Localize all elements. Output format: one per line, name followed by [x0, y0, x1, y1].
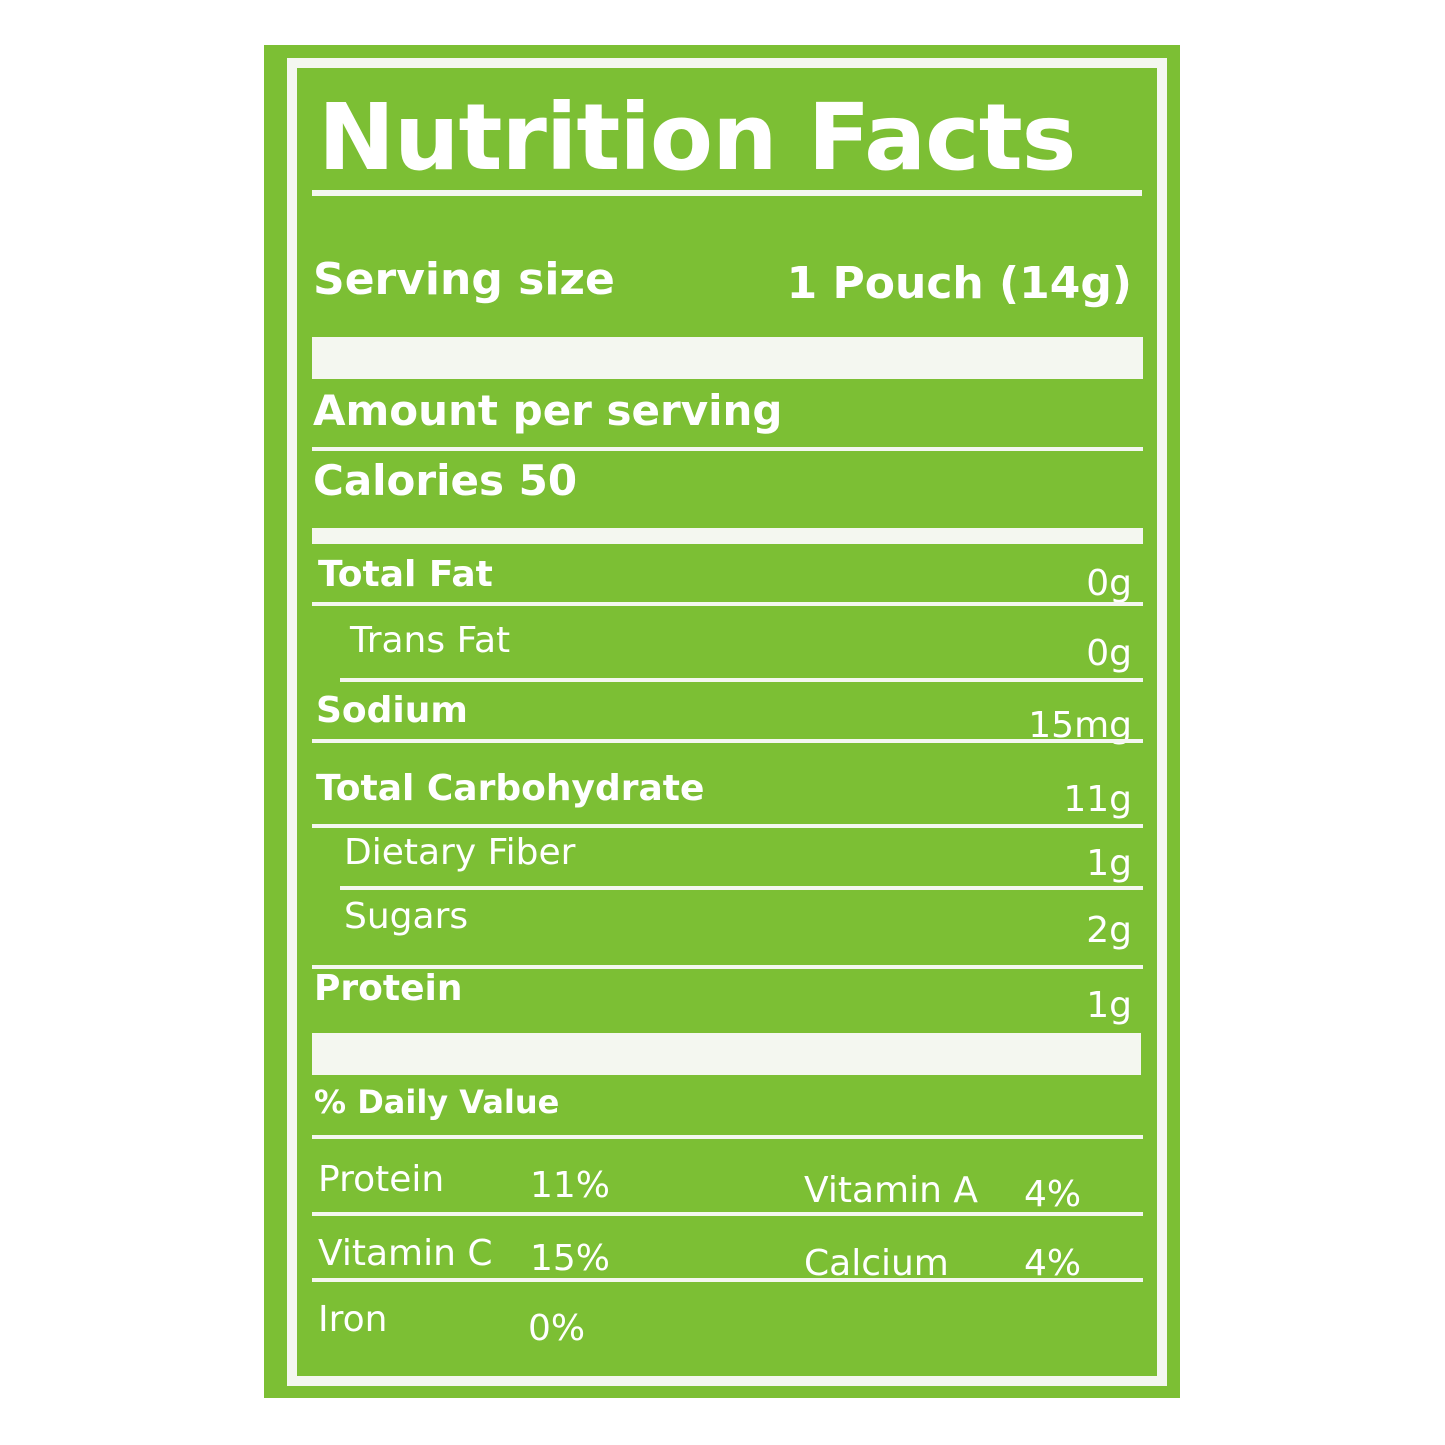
divider — [312, 824, 1143, 828]
daily-value-header: % Daily Value — [314, 1083, 560, 1121]
dv-label: Vitamin A — [804, 1170, 978, 1211]
divider — [312, 190, 1142, 196]
divider — [312, 1278, 1143, 1282]
nutrient-value: 0g — [1086, 633, 1132, 674]
thick-divider — [312, 1033, 1141, 1075]
divider — [312, 447, 1143, 451]
dv-value: 15% — [530, 1238, 611, 1279]
serving-size-value: 1 Pouch (14g) — [786, 258, 1132, 309]
dv-value: 4% — [1024, 1174, 1082, 1215]
nutrient-value: 0g — [1086, 563, 1132, 604]
thick-divider — [312, 528, 1143, 544]
divider — [312, 965, 1143, 969]
divider — [340, 886, 1143, 890]
nutrient-label: Sodium — [316, 690, 468, 731]
dv-label: Iron — [318, 1299, 388, 1340]
nutrient-value: 15mg — [1028, 705, 1132, 746]
nutrient-label: Total Fat — [318, 554, 493, 595]
nutrient-value: 1g — [1086, 985, 1132, 1026]
nutrient-value: 2g — [1086, 910, 1132, 951]
dv-label: Vitamin C — [318, 1233, 493, 1274]
nutrient-label: Protein — [314, 968, 463, 1009]
label-title: Nutrition Facts — [318, 84, 1076, 191]
nutrient-value: 11g — [1063, 779, 1132, 820]
divider — [312, 602, 1143, 606]
serving-size-label: Serving size — [313, 254, 615, 305]
divider — [312, 739, 1143, 743]
nutrient-label: Sugars — [344, 896, 469, 937]
dv-value: 4% — [1024, 1243, 1082, 1284]
amount-per-serving: Amount per serving — [313, 386, 783, 435]
dv-value: 0% — [528, 1308, 586, 1349]
label-border — [287, 58, 1167, 1386]
nutrient-label: Trans Fat — [350, 620, 511, 661]
thick-divider — [312, 337, 1143, 379]
divider — [312, 1212, 1143, 1216]
nutrient-label: Dietary Fiber — [344, 832, 576, 873]
dv-label: Protein — [318, 1159, 445, 1200]
calories: Calories 50 — [313, 456, 578, 505]
dv-label: Calcium — [804, 1243, 949, 1284]
divider — [340, 678, 1143, 682]
dv-value: 11% — [530, 1165, 611, 1206]
nutrient-value: 1g — [1086, 843, 1132, 884]
divider — [312, 1135, 1143, 1139]
nutrient-label: Total Carbohydrate — [316, 768, 705, 809]
nutrition-label-panel — [264, 45, 1180, 1398]
